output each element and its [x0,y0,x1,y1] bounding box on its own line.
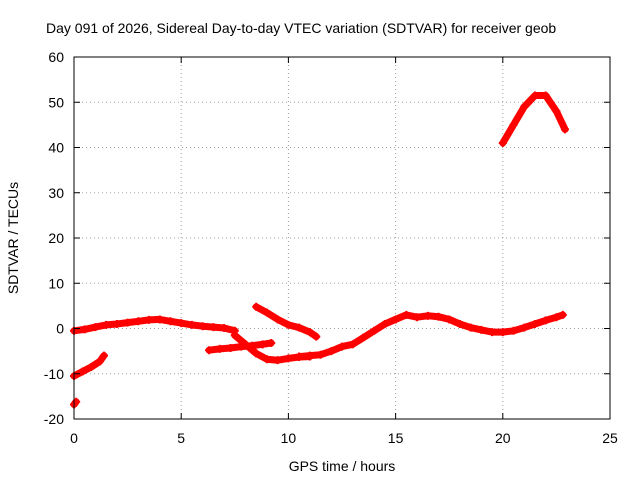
y-tick-label: 20 [48,230,64,246]
data-point [258,340,267,349]
data-point [262,355,271,364]
data-point [284,320,293,329]
data-point [305,351,314,360]
data-point [305,328,314,337]
data-point [209,323,218,332]
data-point [509,120,518,129]
data-point [477,325,486,334]
data-point [359,333,368,342]
data-point [380,319,389,328]
data-point [91,323,100,332]
data-point [187,320,196,329]
data-point [370,326,379,335]
chart-title: Day 091 of 2026, Sidereal Day-to-day VTE… [46,20,556,36]
y-tick-label: 10 [48,275,64,291]
data-point [155,315,164,324]
data-point [226,343,235,352]
x-tick-label: 10 [281,430,297,446]
grid-lines [74,57,610,419]
y-axis-label: SDTVAR / TECUs [5,182,21,294]
data-point [252,302,261,311]
data-point [402,310,411,319]
data-point [312,332,321,341]
data-point [541,91,550,100]
data-point [247,341,256,350]
data-point [273,315,282,324]
data-point [237,342,246,351]
data-point [316,350,325,359]
data-point [552,107,561,116]
y-tick-label: 0 [56,321,64,337]
data-point [87,362,96,371]
data-point [552,313,561,322]
data-point [252,349,261,358]
data-point [434,312,443,321]
data-point [423,311,432,320]
data-point [498,138,507,147]
x-tick-label: 25 [602,430,618,446]
data-point [560,125,569,134]
series-line-arc-1 [70,315,239,335]
data-point [509,326,518,335]
data-point [220,324,229,333]
data-point [198,322,207,331]
data-point [488,328,497,337]
data-point [102,320,111,329]
data-point [177,319,186,328]
x-axis-label: GPS time / hours [289,458,396,474]
data-point [230,331,239,340]
y-tick-label: 60 [48,49,64,65]
data-point [541,316,550,325]
data-point [295,323,304,332]
data-point [348,340,357,349]
data-point [520,323,529,332]
data-point [530,91,539,100]
data-point [445,315,454,324]
data-point [72,397,81,406]
data-point [295,352,304,361]
data-point [262,308,271,317]
data-point [267,338,276,347]
y-tick-label: 40 [48,140,64,156]
data-point [78,367,87,376]
data-point [338,342,346,351]
data-point [391,315,400,324]
data-point [530,319,539,328]
data-point [466,323,475,332]
y-tick-label: 30 [48,185,64,201]
data-point [166,317,175,326]
data-point [80,325,89,334]
x-tick-label: 15 [388,430,404,446]
data-point [498,328,507,337]
data-point [123,318,132,327]
data-point [95,357,104,366]
y-tick-label: -20 [44,411,64,427]
data-point [284,354,293,363]
data-point [520,102,529,111]
data-point [327,347,336,356]
data-point [558,310,567,319]
data-point [215,344,224,353]
data-point [205,346,214,355]
data-point [145,315,154,324]
data-point [134,317,143,326]
axis-ticks: 0 5 10 15 20 25 -20 -10 0 10 20 30 40 50 60 [44,49,618,446]
x-tick-label: 0 [70,430,78,446]
data-point [413,313,422,322]
data-point [273,356,282,365]
data-point [455,319,464,328]
data-point [112,319,121,328]
y-tick-label: -10 [44,366,64,382]
x-tick-label: 20 [495,430,511,446]
data-marks [70,91,569,409]
y-tick-label: 50 [48,94,64,110]
x-tick-label: 5 [177,430,185,446]
data-point [100,351,109,360]
